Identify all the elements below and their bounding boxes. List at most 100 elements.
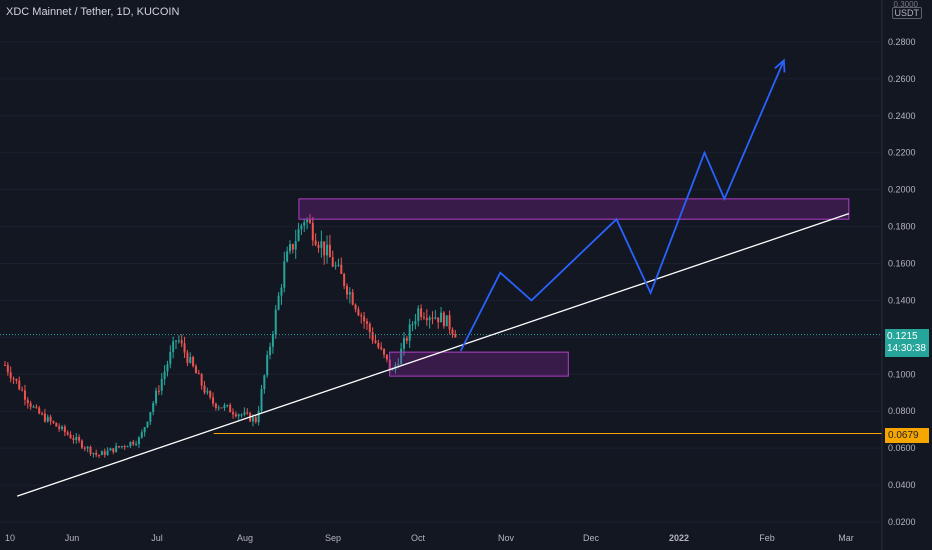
candle-body	[46, 416, 49, 422]
candle-body	[385, 354, 388, 360]
candle-body	[43, 413, 46, 422]
time-tick-label: 10	[5, 533, 15, 543]
candle-body	[374, 340, 377, 343]
candle-body	[32, 406, 35, 408]
candle-body	[152, 403, 155, 413]
candle-body	[137, 437, 140, 444]
candle-body	[106, 450, 109, 455]
candle-body	[132, 441, 135, 445]
candle-body	[348, 292, 351, 295]
rectangle-zone	[389, 351, 569, 377]
candle-body	[203, 385, 206, 393]
bar-countdown: 14:30:38	[887, 343, 926, 354]
candle-body	[120, 446, 123, 448]
candle-body	[78, 437, 81, 441]
candle-body	[58, 426, 61, 429]
candle-body	[403, 338, 405, 349]
candle-body	[197, 373, 200, 375]
candle-body	[451, 329, 454, 334]
time-tick-label: Mar	[838, 533, 854, 543]
candle-body	[454, 333, 457, 338]
candle-body	[291, 244, 294, 250]
candle-body	[405, 338, 408, 341]
candle-body	[257, 410, 260, 423]
projection-arrowhead	[774, 58, 786, 73]
candle-body	[126, 446, 129, 448]
candle-body	[175, 340, 177, 342]
candle-body	[445, 315, 448, 327]
candle-body	[80, 440, 83, 448]
projection-path	[459, 60, 785, 352]
candle-body	[95, 452, 98, 455]
grid	[0, 41, 882, 523]
candle-body	[212, 397, 215, 404]
candle-body	[4, 365, 6, 367]
candle-body	[408, 324, 411, 341]
symbol-title: XDC Mainnet / Tether, 1D, KUCOIN	[6, 6, 180, 18]
price-tick-label: 0.1400	[888, 295, 916, 305]
candle-body	[155, 390, 158, 404]
candle-body	[340, 264, 343, 274]
candle-body	[425, 317, 428, 321]
candle-body	[115, 446, 118, 453]
candle-body	[86, 446, 89, 449]
candle-body	[294, 240, 297, 250]
candle-body	[314, 240, 317, 245]
currency-badge[interactable]: USDT	[891, 7, 922, 19]
candle-body	[434, 317, 437, 319]
candle-body	[243, 412, 246, 415]
candle-body	[317, 244, 320, 248]
candle-body	[337, 264, 340, 266]
candle-body	[209, 391, 212, 398]
time-tick-label: Aug	[237, 533, 253, 543]
candle-body	[12, 378, 15, 380]
candle-body	[391, 369, 394, 371]
candle-body	[92, 452, 95, 454]
candle-body	[72, 438, 75, 440]
candle-body	[169, 351, 172, 365]
candle-body	[61, 426, 63, 429]
candle-body	[297, 229, 300, 241]
candle-body	[360, 315, 363, 317]
time-axis: 10 Jun Jul Aug Sep Oct Nov Dec 2022 Feb Mar	[5, 533, 854, 543]
candle-body	[274, 309, 277, 335]
price-tick-label: 0.0600	[888, 443, 916, 453]
candle-body	[331, 257, 334, 267]
candle-body	[411, 324, 414, 326]
candle-body	[371, 332, 374, 341]
time-tick-label: Oct	[411, 533, 426, 543]
candle-body	[269, 346, 272, 355]
candle-body	[289, 244, 291, 252]
candle-body	[166, 364, 169, 372]
candle-body	[18, 380, 21, 390]
candle-body	[160, 379, 163, 391]
candle-body	[194, 366, 197, 374]
candle-body	[306, 219, 309, 223]
candle-body	[357, 309, 360, 316]
time-tick-label: Jun	[65, 533, 80, 543]
candle-body	[420, 308, 423, 317]
candle-body	[377, 342, 380, 348]
candle-body	[383, 348, 386, 355]
candle-body	[234, 414, 237, 417]
candle-body	[63, 426, 66, 433]
candle-body	[326, 244, 329, 256]
candle-body	[26, 399, 29, 404]
candle-body	[300, 225, 303, 230]
candle-body	[118, 446, 120, 448]
candle-body	[180, 340, 183, 344]
candle-body	[343, 273, 346, 286]
candle-body	[320, 241, 323, 248]
candle-body	[189, 356, 192, 363]
candle-body	[66, 432, 69, 435]
candle-body	[437, 317, 440, 323]
time-tick-label: Feb	[759, 533, 775, 543]
candle-body	[29, 403, 32, 407]
candle-body	[334, 265, 337, 267]
candle-body	[206, 391, 209, 393]
candle-body	[21, 389, 24, 391]
price-tick-label: 0.0400	[888, 480, 916, 490]
rectangle-zone	[298, 198, 850, 220]
candle-body	[308, 219, 311, 223]
